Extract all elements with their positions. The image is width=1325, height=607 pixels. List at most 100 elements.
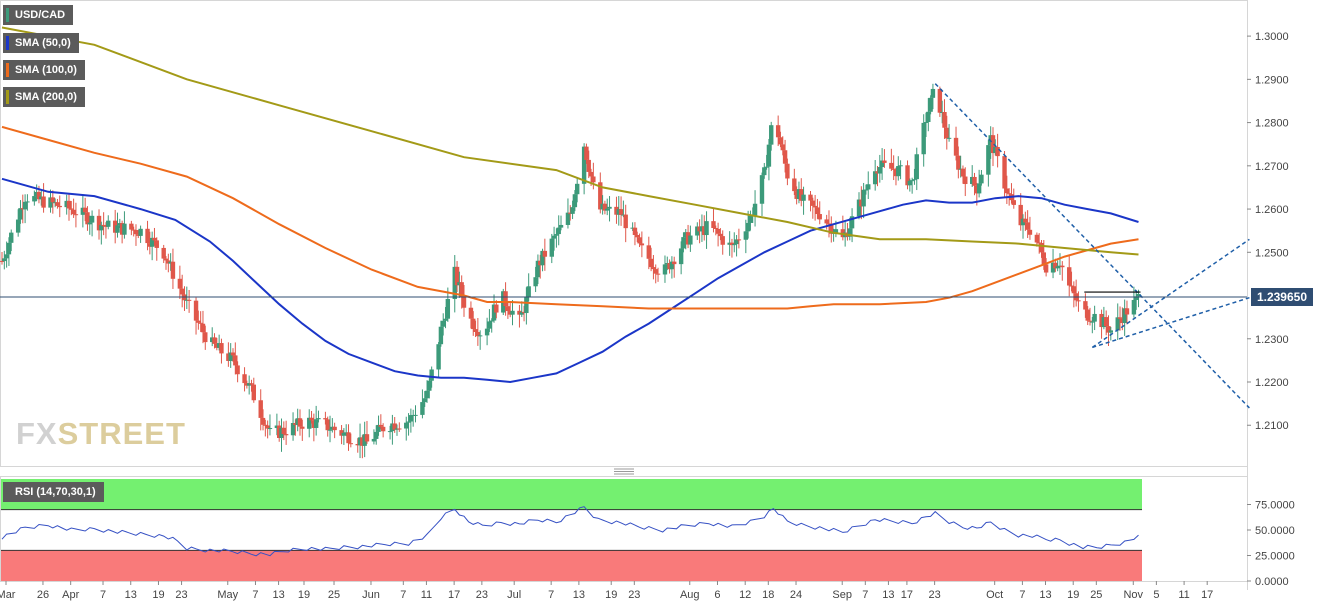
- candle-body: [166, 260, 171, 264]
- price-tick-label: 1.2900: [1255, 74, 1289, 86]
- time-tick-label: 24: [790, 589, 802, 601]
- candle-body: [785, 163, 790, 179]
- candle-body: [1039, 243, 1044, 253]
- candle-body: [429, 369, 434, 381]
- candle-body: [34, 191, 39, 197]
- candle-body: [745, 222, 751, 232]
- symbol-swatch: [6, 8, 9, 22]
- candle-body: [186, 299, 192, 301]
- candle-body: [1050, 262, 1056, 273]
- time-tick-label: 11: [1178, 589, 1189, 601]
- candle-body: [1041, 252, 1047, 265]
- candle-body: [260, 417, 266, 425]
- candle-body: [219, 343, 224, 354]
- candle-body: [1025, 222, 1030, 230]
- candle-body: [2, 258, 7, 262]
- time-tick-label: 7: [548, 589, 554, 601]
- candle-body: [558, 224, 564, 228]
- sma200-swatch: [6, 90, 9, 104]
- legend-sma200[interactable]: SMA (200,0): [3, 87, 85, 107]
- candle-body: [129, 223, 134, 230]
- candle-body: [616, 209, 621, 215]
- candle-body: [438, 326, 444, 345]
- candle-body: [293, 423, 298, 426]
- candle-body: [112, 220, 118, 233]
- rsi-zones: [1, 479, 1142, 581]
- time-tick-label: 19: [152, 589, 164, 601]
- candle-body: [441, 320, 446, 327]
- candle-body: [720, 236, 725, 245]
- time-axis: Mar 26 Apr 7 13 19 23 May 7 13 19 25 Jun 7 11 17 23 Jul 7 1…: [0, 581, 1213, 601]
- candle-body: [974, 185, 980, 194]
- candle-body: [1060, 265, 1065, 268]
- candle-body: [119, 223, 125, 235]
- candle-body: [57, 205, 62, 208]
- sma200-line: [1, 26, 1139, 256]
- candle-body: [1101, 317, 1107, 328]
- candle-body: [445, 298, 451, 319]
- candle-body: [672, 261, 677, 265]
- time-tick-label: 17: [448, 589, 460, 601]
- candle-body: [937, 88, 943, 113]
- candle-body: [646, 245, 651, 259]
- candle-body: [905, 165, 910, 186]
- candle-body: [64, 200, 69, 208]
- candle-body: [96, 215, 102, 231]
- time-tick-label: 12: [739, 589, 751, 601]
- candle-body: [926, 111, 931, 123]
- legend-rsi[interactable]: RSI (14,70,30,1): [3, 482, 104, 502]
- price-tick-label: 1.2300: [1255, 334, 1289, 346]
- candle-body: [348, 443, 354, 445]
- candle-body: [346, 432, 351, 444]
- candle-body: [249, 383, 254, 385]
- candle-body: [688, 235, 693, 245]
- candle-body: [542, 250, 548, 257]
- candle-body: [323, 418, 328, 420]
- candle-body: [990, 135, 996, 154]
- trendline-1: [934, 83, 1250, 409]
- candle-body: [235, 365, 240, 375]
- candle-body: [891, 168, 896, 170]
- candle-body: [392, 423, 397, 430]
- legend-sma50[interactable]: SMA (50,0): [3, 33, 79, 53]
- legend-sma50-label: SMA (50,0): [15, 37, 71, 49]
- rsi-axis: 75.0000 50.0000 25.0000 0.0000: [1247, 500, 1295, 588]
- candle-body: [759, 175, 765, 204]
- candle-body: [1023, 218, 1028, 223]
- candle-body: [602, 203, 608, 211]
- candle-body: [424, 390, 430, 399]
- candle-body: [374, 431, 379, 439]
- candle-body: [780, 144, 785, 151]
- candle-body: [503, 291, 508, 307]
- time-tick-label: 23: [928, 589, 940, 601]
- legend-symbol[interactable]: USD/CAD: [3, 5, 74, 25]
- candle-body: [711, 221, 716, 228]
- candle-body: [1055, 266, 1060, 269]
- candle-body: [226, 353, 231, 361]
- candle-body: [923, 122, 929, 124]
- legend-sma100[interactable]: SMA (100,0): [3, 60, 85, 80]
- candle-body: [637, 237, 642, 244]
- time-tick-label: Jul: [507, 589, 521, 601]
- candle-body: [863, 189, 869, 191]
- candle-body: [533, 277, 538, 287]
- candle-body: [782, 150, 788, 164]
- candle-body: [681, 237, 686, 249]
- time-tick-label: 19: [298, 589, 310, 601]
- price-tick-label: 1.3000: [1255, 31, 1289, 43]
- candle-body: [210, 337, 215, 343]
- price-tick-label: 1.2800: [1255, 118, 1289, 130]
- candle-body: [265, 425, 270, 429]
- candle-body: [510, 310, 515, 315]
- candle-body: [993, 147, 998, 154]
- candle-body: [101, 224, 106, 226]
- candle-body: [960, 168, 966, 177]
- pane-resize-handle[interactable]: [614, 468, 634, 475]
- candle-body: [551, 235, 557, 239]
- candle-body: [907, 180, 913, 186]
- candle-body: [815, 207, 820, 215]
- candle-body: [979, 174, 984, 184]
- time-tick-label: 13: [272, 589, 284, 601]
- candle-body: [748, 215, 753, 223]
- candle-body: [69, 208, 74, 210]
